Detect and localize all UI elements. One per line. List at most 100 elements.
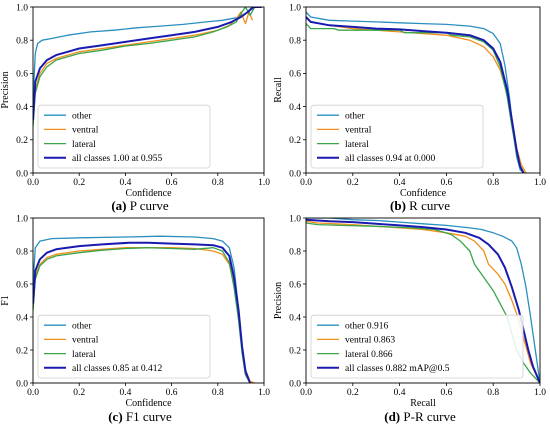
legend-label: all classes 0.882 mAP@0.5	[345, 364, 450, 374]
x-tick-label: 0.0	[27, 388, 39, 398]
series-line-3	[33, 7, 256, 127]
x-axis-label: Confidence	[125, 398, 172, 409]
legend-label: lateral	[72, 350, 96, 360]
y-tick-label: 0.0	[16, 379, 28, 389]
y-tick-label: 0.4	[16, 313, 28, 323]
x-tick-label: 0.4	[119, 388, 131, 398]
y-tick-label: 0.8	[289, 247, 301, 257]
y-tick-label: 0.8	[289, 37, 301, 47]
x-tick-label: 0.6	[440, 178, 452, 188]
y-tick-label: 0.6	[16, 280, 28, 290]
legend-label: all classes 0.85 at 0.412	[72, 364, 162, 374]
y-tick-label: 1.0	[289, 3, 301, 13]
legend-box	[37, 314, 211, 379]
series-group	[33, 7, 262, 127]
panel-caption: (b) R curve	[390, 198, 450, 213]
x-tick-label: 0.8	[212, 388, 224, 398]
y-axis-label: Recall	[273, 77, 284, 103]
panel-caption: (a) P curve	[111, 198, 169, 213]
series-group	[33, 235, 256, 383]
x-tick-label: 1.0	[534, 178, 546, 188]
x-tick-label: 0.8	[487, 388, 499, 398]
x-tick-label: 0.2	[347, 178, 359, 188]
x-tick-label: 0.6	[166, 178, 178, 188]
y-tick-label: 0.0	[289, 169, 301, 179]
y-axis-label: Precision	[0, 71, 11, 108]
legend-box	[37, 104, 211, 169]
y-axis-label: F1	[0, 295, 11, 306]
legend-label: ventral	[72, 336, 99, 346]
legend-label: ventral 0.863	[345, 336, 395, 346]
x-tick-label: 0.0	[300, 178, 312, 188]
x-tick-label: 0.4	[119, 178, 131, 188]
x-tick-label: 0.4	[394, 388, 406, 398]
y-tick-label: 0.6	[289, 70, 301, 80]
y-tick-label: 1.0	[289, 214, 301, 224]
legend-label: ventral	[72, 126, 99, 136]
series-line-4	[306, 218, 540, 383]
y-tick-label: 0.0	[16, 169, 28, 179]
x-tick-label: 0.6	[440, 388, 452, 398]
y-tick-label: 0.8	[16, 247, 28, 257]
y-axis-label: Precision	[273, 282, 284, 319]
chart-panel-1: 0.0 0.2 0.4 0.6 0.8 1.0 0.0 0.2 0.4 0.6 0.8 1.0 Conf…	[0, 3, 270, 213]
series-line-1	[306, 218, 540, 383]
y-tick-label: 0.4	[16, 103, 28, 113]
panel-caption: (c) F1 curve	[108, 409, 172, 424]
plot-frame	[305, 217, 541, 384]
legend-label: other 0.916	[345, 322, 389, 332]
x-tick-label: 0.0	[27, 178, 39, 188]
x-axis-label: Confidence	[400, 188, 447, 199]
plot-frame	[305, 6, 541, 174]
y-tick-label: 0.6	[289, 280, 301, 290]
x-tick-label: 0.2	[73, 388, 85, 398]
y-tick-label: 1.0	[16, 3, 28, 13]
x-tick-label: 0.6	[166, 388, 178, 398]
panel-caption: (d) P-R curve	[384, 409, 456, 424]
legend-label: other	[345, 112, 365, 122]
y-tick-label: 0.2	[16, 136, 28, 146]
legend-label: all classes 0.94 at 0.000	[345, 154, 435, 164]
legend-box	[310, 314, 524, 379]
x-tick-label: 0.8	[487, 178, 499, 188]
x-tick-label: 1.0	[258, 178, 270, 188]
y-tick-label: 0.2	[289, 346, 301, 356]
legend-label: ventral	[345, 126, 372, 136]
y-tick-label: 0.2	[16, 346, 28, 356]
chart-panel-2: 0.0 0.2 0.4 0.6 0.8 1.0 0.0 0.2 0.4 0.6 0.8 1.0 Conf…	[273, 3, 546, 213]
plot-frame	[32, 217, 265, 384]
x-tick-label: 0.2	[73, 178, 85, 188]
y-tick-label: 0.8	[16, 37, 28, 47]
y-tick-label: 0.4	[289, 313, 301, 323]
x-tick-label: 1.0	[258, 388, 270, 398]
x-tick-label: 0.2	[347, 388, 359, 398]
series-line-4	[33, 7, 262, 120]
series-line-1	[33, 7, 262, 101]
chart-panel-4: 0.0 0.2 0.4 0.6 0.8 1.0 0.0 0.2 0.4 0.6 0.8 1.0 Reca…	[273, 214, 546, 424]
series-line-2	[33, 11, 254, 124]
y-tick-label: 0.6	[16, 70, 28, 80]
legend-label: lateral 0.866	[345, 350, 393, 360]
series-line-4	[33, 241, 252, 383]
legend-label: all classes 1.00 at 0.955	[72, 154, 162, 164]
series-line-4	[306, 16, 525, 173]
legend-label: lateral	[345, 140, 369, 150]
x-tick-label: 0.8	[212, 178, 224, 188]
legend-label: lateral	[72, 140, 96, 150]
y-tick-label: 0.0	[289, 379, 301, 389]
y-tick-label: 1.0	[16, 214, 28, 224]
x-tick-label: 1.0	[534, 388, 546, 398]
y-tick-label: 0.4	[289, 103, 301, 113]
chart-panel-3: 0.0 0.2 0.4 0.6 0.8 1.0 0.0 0.2 0.4 0.6 0.8 1.0 Conf…	[0, 214, 270, 424]
x-tick-label: 0.0	[300, 388, 312, 398]
series-group	[306, 11, 527, 173]
legend: other ventral lateral all classes 1.00 at 0…	[37, 104, 211, 169]
y-tick-label: 0.2	[289, 136, 301, 146]
x-axis-label: Confidence	[125, 188, 172, 199]
legend: other 0.916 ventral 0.863 lateral 0.866 all…	[310, 314, 524, 379]
x-axis-label: Recall	[410, 398, 436, 409]
legend-label: other	[72, 112, 92, 122]
plot-frame	[32, 6, 265, 174]
legend: other ventral lateral all classes 0.94 at 0…	[310, 104, 484, 169]
